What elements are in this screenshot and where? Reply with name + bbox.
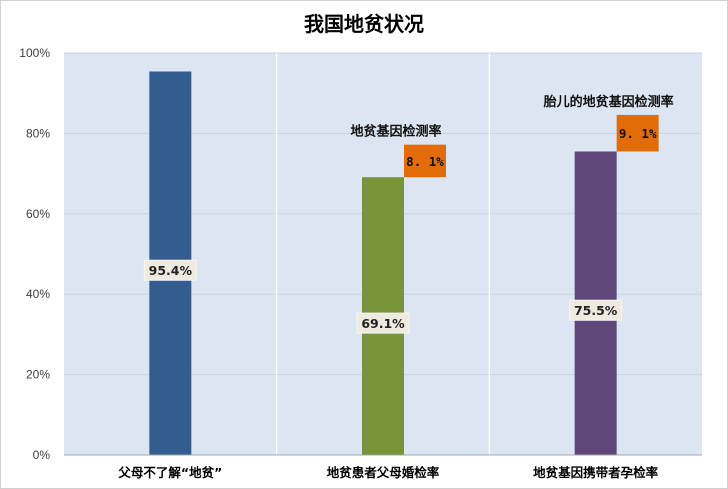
x-tick-label: 地贫基因携带者孕检率: [533, 465, 659, 480]
x-tick-label: 地贫患者父母婚检率: [327, 465, 440, 480]
data-labels: 95.4% 69.1% 75.5%: [143, 259, 623, 334]
x-tick-label: 父母不了解“地贫”: [117, 465, 222, 480]
data-label-box: [569, 299, 623, 321]
data-label-box: [143, 259, 197, 281]
annotation-value: 9. 1%: [619, 126, 657, 141]
annotation-value: 8. 1%: [406, 154, 444, 169]
chart-title: 我国地贫状况: [304, 12, 424, 36]
annotation-label: 地贫基因检测率: [350, 124, 441, 140]
y-tick-label: 40%: [26, 287, 50, 301]
y-tick-label: 60%: [26, 207, 50, 221]
annotation-bar: [616, 114, 659, 152]
y-axis: 0% 20% 40% 60% 80% 100%: [19, 46, 50, 462]
data-label: 69.1%: [361, 316, 405, 331]
y-tick-label: 0%: [33, 448, 51, 462]
annotation-bar: [404, 144, 446, 178]
data-label: 95.4%: [149, 263, 193, 278]
annotation-label: 胎儿的地贫基因检测率: [544, 94, 674, 110]
data-label: 75.5%: [574, 303, 618, 318]
y-tick-label: 80%: [26, 126, 50, 140]
data-label-box: [356, 312, 410, 334]
y-tick-label: 20%: [26, 368, 50, 382]
x-axis: 父母不了解“地贫” 地贫患者父母婚检率 地贫基因携带者孕检率: [64, 454, 702, 480]
y-tick-label: 100%: [19, 46, 50, 60]
annotations: 8. 1% 地贫基因检测率 9. 1% 胎儿的地贫基因检测率: [350, 94, 674, 178]
